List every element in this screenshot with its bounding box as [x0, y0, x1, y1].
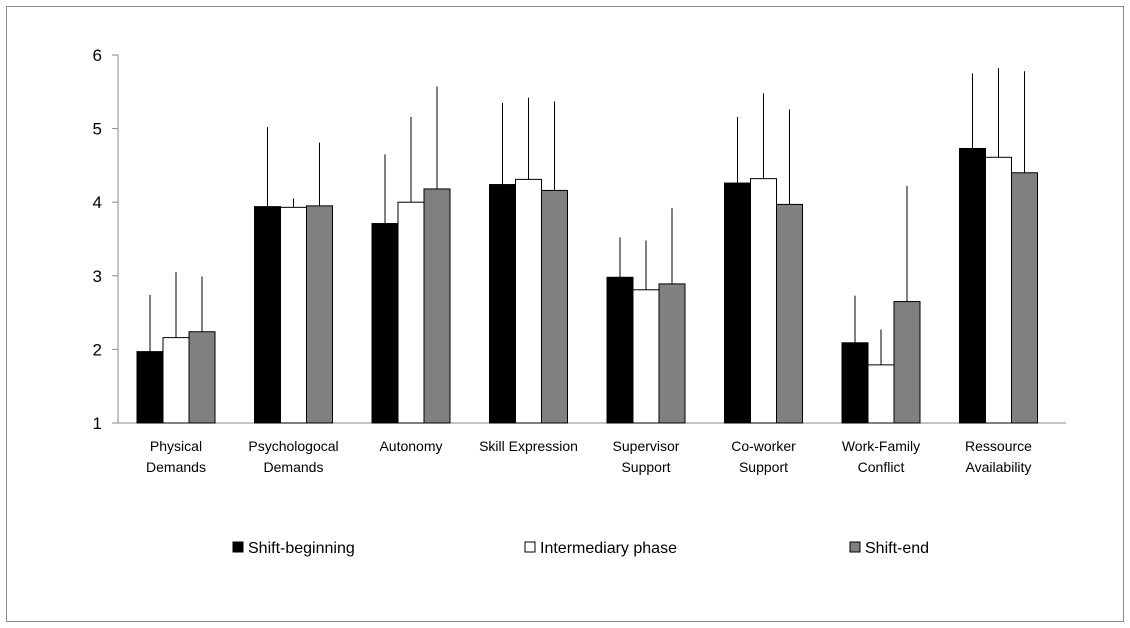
bar: [959, 147, 986, 424]
x-tick-label: Availability: [966, 459, 1032, 475]
bar: [188, 331, 216, 424]
legend-swatch: [232, 541, 244, 553]
y-tick-label: 1: [93, 414, 102, 433]
bar: [306, 205, 333, 424]
x-tick-label: Psychologocal: [248, 438, 338, 454]
x-tick-label: Ressource: [965, 438, 1032, 454]
chart-legend: Shift-beginning Intermediary phase Shift-e…: [232, 540, 929, 557]
x-tick-label: Demands: [146, 459, 206, 475]
x-tick-label: Autonomy: [379, 438, 442, 454]
x-tick-label: Co-worker: [731, 438, 796, 454]
bar: [985, 156, 1012, 424]
chart-labels: 1 2 3 4 5 6 Physical Demands Psychologocal Demand…: [93, 46, 1033, 475]
bar: [1011, 172, 1038, 424]
bar: [371, 223, 399, 424]
bar: [541, 189, 568, 424]
bar: [632, 289, 660, 424]
bar: [606, 276, 634, 424]
x-tick-label: Work-Family: [842, 438, 920, 454]
legend-label: Shift-end: [865, 540, 929, 557]
bar: [776, 203, 803, 424]
x-tick-label: Support: [739, 459, 788, 475]
legend-swatch: [524, 541, 536, 553]
x-tick-label: Supervisor: [613, 438, 680, 454]
y-tick-label: 2: [93, 340, 102, 359]
bar: [750, 178, 777, 424]
bar: [397, 201, 425, 424]
bar: [136, 351, 164, 424]
x-tick-label: Conflict: [858, 459, 905, 475]
bar: [254, 206, 281, 424]
bar: [658, 283, 686, 424]
x-tick-label: Demands: [264, 459, 324, 475]
x-tick-label: Skill Expression: [479, 438, 578, 454]
legend-swatch: [849, 541, 861, 553]
y-tick-label: 3: [93, 267, 102, 286]
bar: [893, 301, 921, 424]
bar: [489, 184, 516, 424]
bar: [280, 206, 307, 424]
bar: [515, 178, 542, 424]
bar: [841, 342, 869, 424]
chart-bars: [136, 147, 1038, 424]
x-tick-label: Physical: [150, 438, 202, 454]
legend-label: Intermediary phase: [540, 540, 677, 557]
y-tick-label: 4: [93, 193, 102, 212]
legend-label: Shift-beginning: [248, 540, 355, 557]
bar: [867, 364, 895, 424]
y-tick-label: 5: [93, 120, 102, 139]
error-bars: [149, 68, 1025, 365]
bar: [724, 182, 751, 424]
bar: [162, 337, 190, 424]
x-tick-label: Support: [621, 459, 670, 475]
bar: [423, 188, 451, 424]
y-tick-label: 6: [93, 46, 102, 65]
